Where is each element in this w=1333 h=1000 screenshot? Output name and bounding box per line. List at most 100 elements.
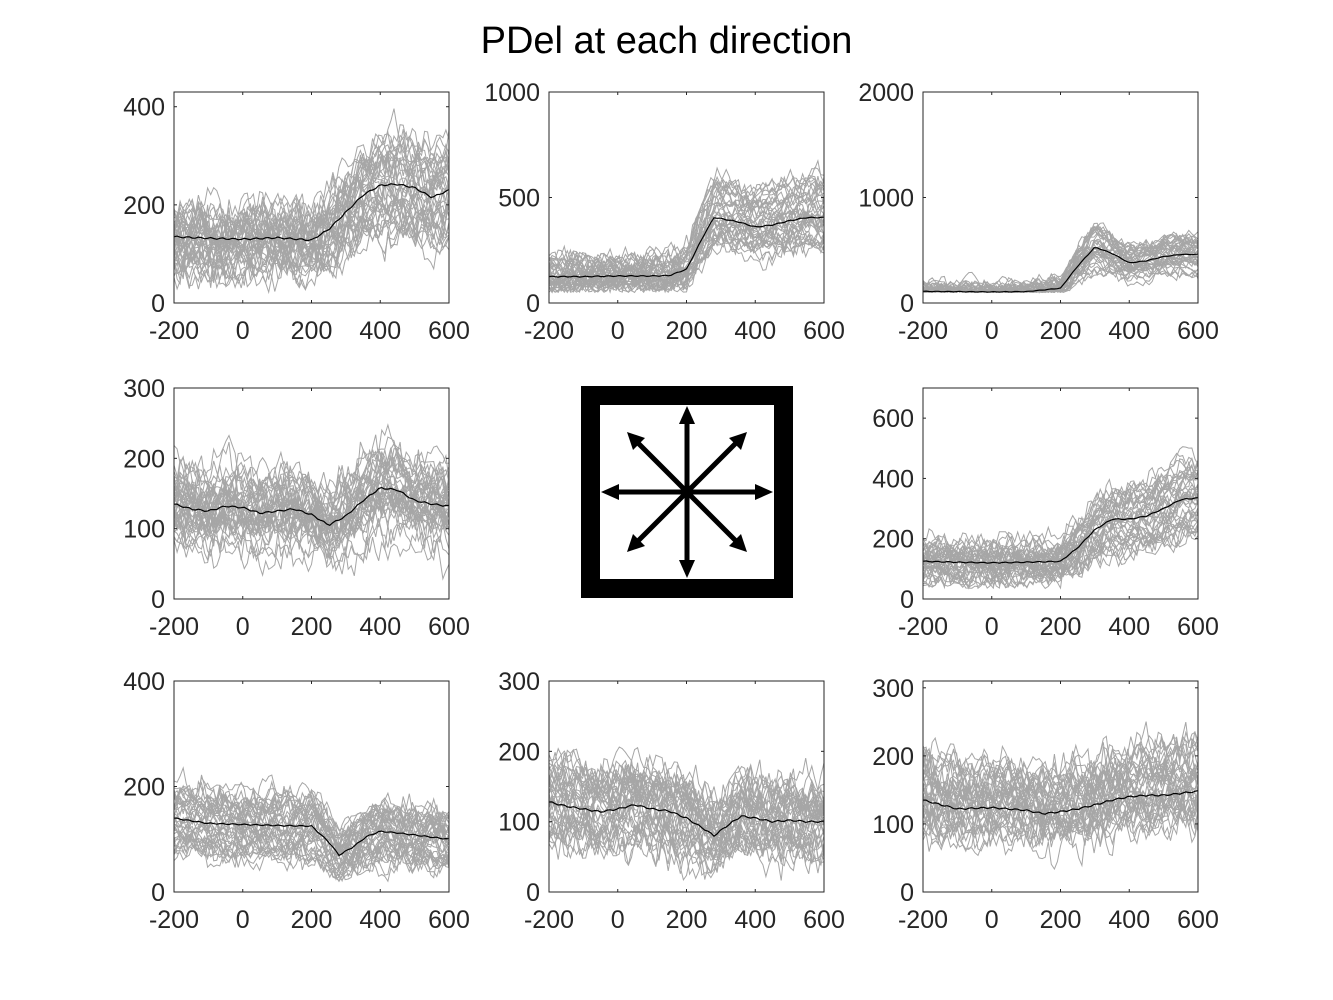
- trial-trace: [923, 785, 1198, 843]
- x-tick-label: 600: [1177, 613, 1219, 641]
- y-tick-label: 300: [872, 675, 914, 703]
- x-tick-label: 0: [985, 613, 999, 641]
- trial-trace: [923, 446, 1198, 558]
- y-tick-label: 400: [123, 668, 165, 696]
- y-tick-label: 200: [872, 743, 914, 771]
- x-tick-label: 400: [1108, 613, 1150, 641]
- y-tick-label: 0: [526, 290, 540, 318]
- y-tick-label: 0: [151, 290, 165, 318]
- trial-trace: [923, 731, 1198, 798]
- trial-trace: [174, 471, 449, 545]
- trial-trace: [174, 455, 449, 530]
- y-tick-label: 400: [123, 94, 165, 122]
- plot-area: [923, 222, 1198, 294]
- plot-area: [549, 159, 824, 294]
- trial-trace: [174, 828, 449, 881]
- trial-trace: [923, 490, 1198, 583]
- trial-trace: [174, 784, 449, 852]
- trial-trace: [174, 518, 449, 573]
- trial-trace: [549, 166, 824, 266]
- trial-trace: [174, 158, 449, 263]
- trial-trace: [923, 466, 1198, 576]
- x-tick-label: 600: [428, 317, 470, 345]
- trial-trace: [174, 434, 449, 502]
- trial-trace: [549, 177, 824, 281]
- trial-trace: [549, 226, 824, 293]
- trial-trace: [549, 822, 824, 881]
- x-tick-label: 600: [1177, 906, 1219, 934]
- x-tick-label: 200: [666, 906, 708, 934]
- trial-trace: [174, 196, 449, 281]
- trial-trace: [923, 772, 1198, 823]
- trial-trace: [923, 472, 1198, 571]
- trial-trace: [549, 795, 824, 862]
- x-tick-label: 200: [291, 317, 333, 345]
- mean-line: [923, 497, 1198, 564]
- y-tick-label: 1000: [858, 185, 914, 213]
- mean-line: [174, 183, 449, 241]
- trial-trace: [549, 810, 824, 860]
- plot-area: [549, 746, 824, 881]
- y-tick-label: 2000: [858, 79, 914, 107]
- trial-trace: [549, 211, 824, 293]
- x-tick-label: -200: [898, 613, 948, 641]
- direction-arrows-icon: [581, 386, 793, 598]
- trial-trace: [174, 825, 449, 874]
- y-tick-label: 500: [498, 185, 540, 213]
- y-tick-label: 100: [872, 811, 914, 839]
- trial-trace: [549, 191, 824, 280]
- trial-trace: [174, 480, 449, 535]
- x-tick-label: 600: [428, 613, 470, 641]
- mean-line: [174, 817, 449, 857]
- trial-trace: [923, 784, 1198, 847]
- trial-trace: [174, 450, 449, 519]
- x-tick-label: 0: [985, 317, 999, 345]
- trial-trace: [549, 813, 824, 880]
- x-tick-label: 200: [1040, 906, 1082, 934]
- x-tick-label: -200: [149, 613, 199, 641]
- trial-trace: [923, 239, 1198, 293]
- trial-trace: [174, 830, 449, 877]
- x-tick-label: 600: [803, 317, 845, 345]
- x-tick-label: 200: [291, 613, 333, 641]
- y-tick-label: 200: [123, 774, 165, 802]
- trial-trace: [174, 785, 449, 856]
- x-tick-label: 200: [666, 317, 708, 345]
- trial-trace: [549, 773, 824, 846]
- mean-line: [923, 247, 1198, 293]
- trial-trace: [923, 805, 1198, 857]
- y-tick-label: 100: [123, 516, 165, 544]
- trial-trace: [923, 456, 1198, 570]
- x-tick-label: 400: [1108, 317, 1150, 345]
- trial-trace: [174, 451, 449, 543]
- trial-trace: [174, 784, 449, 839]
- x-tick-label: 600: [428, 906, 470, 934]
- y-tick-label: 400: [872, 465, 914, 493]
- trial-trace: [549, 222, 824, 291]
- y-tick-label: 0: [151, 586, 165, 614]
- x-tick-label: 400: [359, 317, 401, 345]
- trial-trace: [174, 181, 449, 271]
- x-tick-label: 0: [611, 906, 625, 934]
- x-tick-label: 400: [734, 317, 776, 345]
- trial-trace: [549, 769, 824, 832]
- trial-trace: [549, 207, 824, 290]
- trial-trace: [174, 514, 449, 576]
- y-tick-label: 0: [526, 879, 540, 907]
- x-tick-label: -200: [898, 906, 948, 934]
- x-tick-label: 0: [236, 613, 250, 641]
- x-tick-label: 0: [236, 317, 250, 345]
- x-tick-label: 200: [291, 906, 333, 934]
- x-tick-label: -200: [149, 317, 199, 345]
- x-tick-label: -200: [524, 906, 574, 934]
- trial-trace: [923, 758, 1198, 820]
- trial-trace: [923, 514, 1198, 587]
- trial-trace: [549, 208, 824, 292]
- trial-trace: [923, 730, 1198, 794]
